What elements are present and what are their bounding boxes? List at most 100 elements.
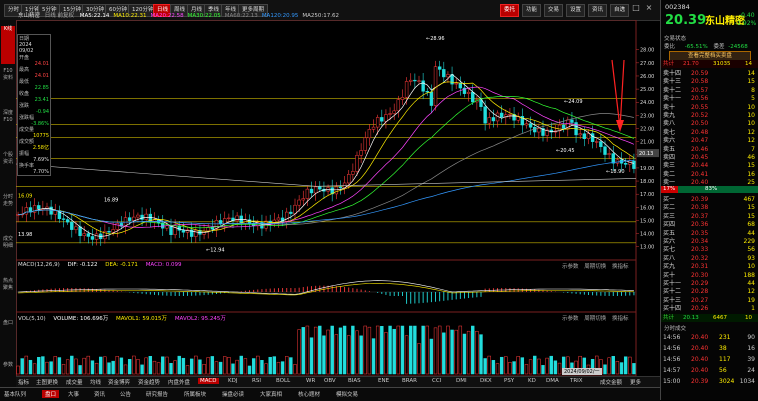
sell-row[interactable]: 卖四 20.45 46 [661, 153, 758, 162]
period-tab-5[interactable]: 60分钟 [105, 4, 129, 17]
buy-row[interactable]: 买三 20.37 15 [661, 212, 758, 221]
period-tab-1[interactable]: 1分钟 [21, 4, 40, 17]
indicator-tab-1[interactable]: 主图更换 [36, 380, 59, 386]
menu-item-4[interactable]: 资讯 [588, 4, 608, 17]
buy-row[interactable]: 买五 20.35 44 [661, 229, 758, 238]
sidebar-item-8[interactable]: 参数 [2, 362, 13, 368]
bottom-tab-9[interactable]: 核心题材 [298, 392, 321, 398]
macd-param-button[interactable]: 示参数 [562, 264, 579, 270]
bottom-tab-7[interactable]: 操盘必读 [222, 392, 245, 398]
macd-period-button[interactable]: 周期切换 [584, 264, 607, 270]
period-tab-2[interactable]: 5分钟 [38, 4, 60, 17]
indicator-tab-8[interactable]: KDJ [228, 378, 238, 384]
sell-row[interactable]: 卖二 20.41 16 [661, 170, 758, 179]
sell-row[interactable]: 卖六 20.47 12 [661, 136, 758, 145]
bottom-tab-4[interactable]: 公告 [120, 392, 132, 398]
volume-bar [136, 359, 140, 375]
bottom-tab-0[interactable]: 基本队列 [4, 392, 27, 398]
sell-row[interactable]: 卖三 20.44 15 [661, 161, 758, 170]
macd-switch-button[interactable]: 换指标 [612, 264, 629, 270]
buy-row[interactable]: 买六 20.34 229 [661, 237, 758, 246]
kline-chart[interactable]: 28.00 27.00 26.00 25.00 24.00 23.00 22.00 21.00… [16, 20, 660, 376]
maximize-icon[interactable]: □ [632, 3, 640, 12]
bottom-tab-1[interactable]: 盘口 [42, 390, 60, 398]
indicator-tab-14[interactable]: ENE [378, 378, 390, 384]
sidebar-item-6[interactable]: 热点聚焦 [2, 278, 13, 291]
indicator-tab-7[interactable]: MACD [198, 378, 219, 384]
sell-row[interactable]: 卖十 20.55 10 [661, 103, 758, 112]
indicator-tab-0[interactable]: 指标 [18, 380, 30, 386]
buy-row[interactable]: 买七 20.33 56 [661, 245, 758, 254]
sidebar-item-4[interactable]: 分时走势 [2, 194, 13, 207]
menu-item-3[interactable]: 设置 [566, 4, 586, 17]
close-icon[interactable]: × [645, 3, 653, 12]
indicator-tab-10[interactable]: BOLL [276, 378, 291, 384]
sell-row[interactable]: 卖十二 20.57 8 [661, 86, 758, 95]
current-price-text: 20.13 [639, 151, 653, 157]
indicator-tab-16[interactable]: CCI [432, 378, 442, 384]
bottom-tab-8[interactable]: 大家真相 [260, 392, 283, 398]
period-tab-9[interactable]: 月线 [187, 4, 205, 17]
indicator-tab-20[interactable]: KD [528, 378, 536, 384]
bottom-tab-2[interactable]: 大事 [68, 392, 80, 398]
indicator-tab-12[interactable]: OBV [324, 378, 336, 384]
indicator-tab-2[interactable]: 成交量 [66, 380, 83, 386]
indicator-tab-23[interactable]: 成交金额 [600, 380, 623, 386]
buy-row[interactable]: 买十一 20.29 44 [661, 279, 758, 288]
buy-row[interactable]: 买十三 20.27 19 [661, 296, 758, 305]
volume-bar [123, 364, 128, 375]
sidebar-item-0[interactable]: K线 [1, 26, 15, 64]
sell-row[interactable]: 卖十四 20.59 14 [661, 69, 758, 78]
indicator-tab-22[interactable]: TRIX [570, 378, 583, 384]
sidebar-item-1[interactable]: F10资料 [2, 68, 13, 81]
indicator-tab-18[interactable]: DKX [480, 378, 492, 384]
bottom-tab-6[interactable]: 所属板块 [184, 392, 207, 398]
candle-body [417, 80, 421, 82]
indicator-tab-5[interactable]: 资金趋势 [138, 380, 161, 386]
indicator-tab-11[interactable]: WR [306, 378, 316, 384]
sell-row[interactable]: 卖五 20.46 7 [661, 145, 758, 154]
indicator-tab-21[interactable]: DMA [546, 378, 559, 384]
period-tab-3[interactable]: 15分钟 [59, 4, 83, 17]
buy-row[interactable]: 买十四 20.26 1 [661, 304, 758, 313]
sell-row[interactable]: 卖十一 20.56 5 [661, 94, 758, 103]
menu-item-2[interactable]: 交易 [544, 4, 564, 17]
bottom-tab-10[interactable]: 模拟交易 [336, 392, 359, 398]
indicator-tab-4[interactable]: 资金博弈 [108, 380, 131, 386]
indicator-tab-24[interactable]: 更多 [630, 380, 642, 386]
indicator-tab-6[interactable]: 内盘外盘 [168, 380, 191, 386]
buy-row[interactable]: 买十二 20.28 12 [661, 287, 758, 296]
vol-period-button[interactable]: 周期切换 [584, 316, 607, 322]
vol-switch-button[interactable]: 换指标 [612, 316, 629, 322]
period-tab-12[interactable]: 更多周期 [238, 4, 268, 17]
sell-row[interactable]: 卖八 20.50 10 [661, 119, 758, 128]
vol-param-button[interactable]: 示参数 [562, 316, 579, 322]
indicator-tab-13[interactable]: BIAS [348, 378, 361, 384]
buy-row[interactable]: 买一 20.39 467 [661, 195, 758, 204]
buy-row[interactable]: 买十 20.30 188 [661, 271, 758, 280]
sidebar-item-2[interactable]: 深度F10 [2, 110, 13, 123]
sidebar-item-5[interactable]: 成交明细 [2, 236, 13, 249]
buy-row[interactable]: 买八 20.32 93 [661, 254, 758, 263]
ma-label-4: MA60:22.13 [224, 13, 258, 19]
menu-item-1[interactable]: 功能 [522, 4, 542, 17]
sell-row[interactable]: 卖十三 20.58 15 [661, 77, 758, 86]
indicator-tab-9[interactable]: RSI [252, 378, 261, 384]
bottom-tab-3[interactable]: 资讯 [94, 392, 106, 398]
buy-row[interactable]: 买二 20.38 15 [661, 203, 758, 212]
buy-row[interactable]: 买四 20.36 68 [661, 220, 758, 229]
indicator-tab-3[interactable]: 均线 [90, 380, 102, 386]
sell-row[interactable]: 卖七 20.48 12 [661, 128, 758, 137]
menu-item-0[interactable]: 委托 [500, 4, 520, 17]
minimize-icon[interactable]: – [621, 3, 625, 12]
sidebar-item-7[interactable]: 盘口 [2, 320, 13, 326]
indicator-tab-15[interactable]: BRAR [402, 378, 417, 384]
menu-item-5[interactable]: 自选 [610, 4, 630, 17]
indicator-tab-17[interactable]: DMI [456, 378, 467, 384]
sell-row[interactable]: 卖九 20.52 10 [661, 111, 758, 120]
sell-row[interactable]: 卖一 20.40 25 [661, 178, 758, 187]
buy-row[interactable]: 买九 20.31 10 [661, 262, 758, 271]
bottom-tab-5[interactable]: 研究报告 [146, 392, 169, 398]
sidebar-item-3[interactable]: 个股资讯 [2, 152, 13, 165]
indicator-tab-19[interactable]: PSY [504, 378, 515, 384]
